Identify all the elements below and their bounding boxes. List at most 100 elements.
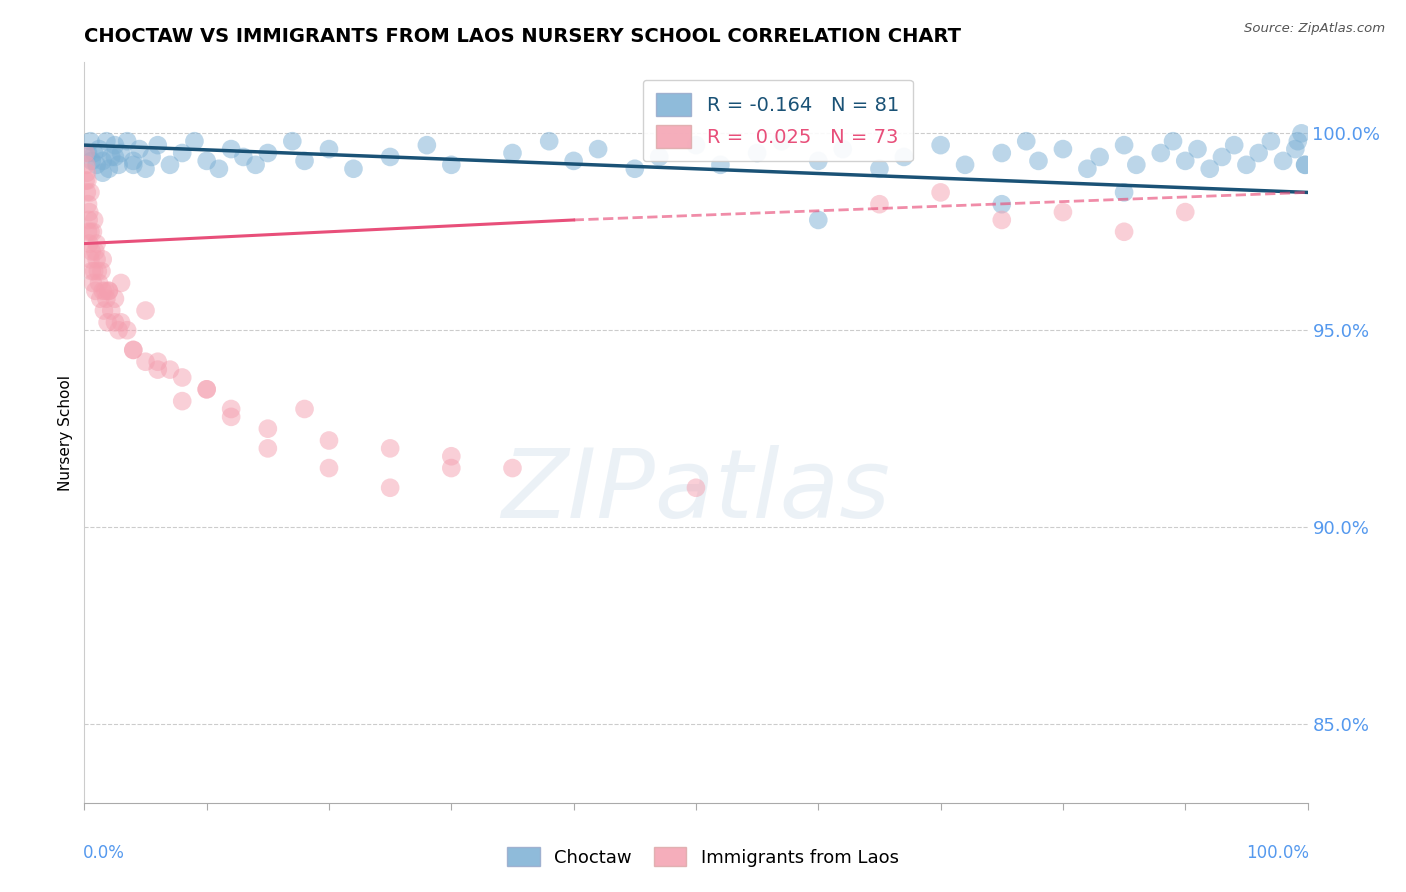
Point [77,205,100,219]
Point [146,355,169,369]
Point [281,134,304,148]
Point [208,161,231,176]
Point [502,146,524,161]
Point [318,142,340,156]
Point [1052,142,1074,156]
Point [318,461,340,475]
Point [82,225,104,239]
Point [79,186,101,200]
Point [80,153,103,168]
Point [122,343,145,357]
Point [183,134,205,148]
Point [245,158,267,172]
Point [770,134,793,148]
Point [318,434,340,448]
Point [257,422,280,436]
Point [97,284,120,298]
Point [1294,158,1316,172]
Point [159,158,181,172]
Point [1150,146,1173,161]
Point [416,138,439,153]
Point [929,186,952,200]
Text: 0.0%: 0.0% [83,844,125,862]
Legend: Choctaw, Immigrants from Laos: Choctaw, Immigrants from Laos [501,840,905,874]
Point [294,153,316,168]
Point [440,449,463,463]
Point [195,153,218,168]
Point [75,158,97,172]
Point [122,343,145,357]
Point [79,252,101,267]
Point [195,382,218,396]
Text: CHOCTAW VS IMMIGRANTS FROM LAOS NURSERY SCHOOL CORRELATION CHART: CHOCTAW VS IMMIGRANTS FROM LAOS NURSERY … [84,27,962,45]
Point [172,146,194,161]
Point [122,158,145,172]
Point [1114,186,1136,200]
Point [90,264,112,278]
Point [77,213,100,227]
Point [77,236,100,251]
Point [257,146,280,161]
Point [83,146,105,161]
Point [80,244,103,259]
Point [135,355,157,369]
Point [440,461,463,475]
Point [94,284,117,298]
Point [1284,142,1306,156]
Point [991,146,1014,161]
Point [79,225,101,239]
Point [1114,138,1136,153]
Legend: R = -0.164   N = 81, R =  0.025   N = 73: R = -0.164 N = 81, R = 0.025 N = 73 [643,79,912,161]
Point [97,315,120,329]
Point [219,409,242,424]
Point [1052,205,1074,219]
Point [135,161,157,176]
Point [380,481,402,495]
Point [146,138,169,153]
Point [110,276,132,290]
Point [502,461,524,475]
Point [1236,158,1258,172]
Point [1286,134,1309,148]
Point [141,150,163,164]
Point [122,153,145,168]
Point [219,402,242,417]
Point [77,146,100,161]
Point [100,303,122,318]
Point [146,362,169,376]
Point [79,134,101,148]
Point [172,394,194,409]
Point [97,284,120,298]
Point [97,161,120,176]
Point [110,146,132,161]
Point [100,150,122,164]
Point [93,303,115,318]
Point [1294,158,1316,172]
Point [104,138,127,153]
Text: ZIPatlas: ZIPatlas [502,445,890,539]
Point [84,284,107,298]
Point [991,197,1014,211]
Point [76,186,98,200]
Point [624,161,647,176]
Point [1291,126,1313,140]
Point [929,138,952,153]
Point [96,134,118,148]
Point [195,382,218,396]
Point [89,292,111,306]
Point [1174,153,1197,168]
Y-axis label: Nursery School: Nursery School [58,375,73,491]
Point [91,252,114,267]
Point [75,173,97,187]
Point [685,481,707,495]
Point [953,158,976,172]
Point [107,158,129,172]
Point [869,197,891,211]
Point [128,142,150,156]
Point [709,158,731,172]
Point [84,244,107,259]
Point [586,142,609,156]
Point [1223,138,1246,153]
Point [87,264,110,278]
Point [82,276,104,290]
